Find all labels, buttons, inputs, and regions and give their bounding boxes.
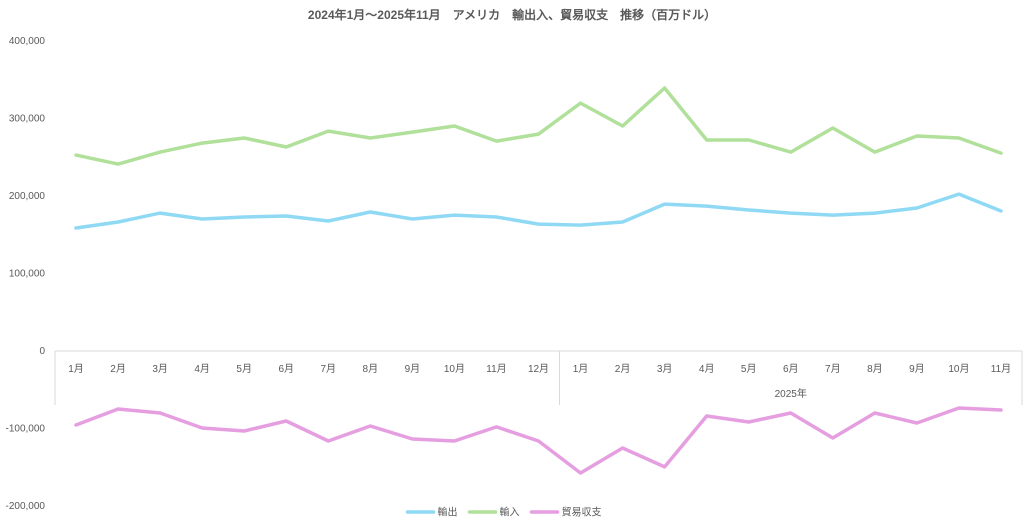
legend-item-1[interactable]: 輸入 xyxy=(467,506,520,519)
legend-label: 輸入 xyxy=(500,506,520,519)
x-tick-label: 4月 xyxy=(699,363,715,375)
series-line-1 xyxy=(74,86,1003,166)
x-tick-label: 7月 xyxy=(321,363,337,375)
y-tick-label: 200,000 xyxy=(9,191,46,202)
legend: 輸出 輸入 貿易収支 xyxy=(405,506,602,519)
y-tick-label: 100,000 xyxy=(9,269,46,280)
x-tick-label: 5月 xyxy=(236,363,252,375)
x-tick-label: 1月 xyxy=(68,363,84,375)
x-tick-label: 5月 xyxy=(741,363,757,375)
series-line-0 xyxy=(74,192,1003,230)
x-tick-label: 11月 xyxy=(486,363,506,375)
y-tick-label: -200,000 xyxy=(6,501,46,512)
x-tick-label: 12月 xyxy=(528,363,549,375)
x-tick-label: 8月 xyxy=(363,363,379,375)
series-line-2 xyxy=(74,406,1003,475)
x-tick-label: 3月 xyxy=(657,363,673,375)
category-band xyxy=(55,351,1022,405)
x-tick-label: 9月 xyxy=(909,363,925,375)
legend-label: 輸出 xyxy=(438,506,458,519)
x-tick-label: 7月 xyxy=(825,363,841,375)
chart-title: 2024年1月～2025年11月 アメリカ 輸出入、貿易収支 推移（百万ドル） xyxy=(308,7,716,22)
y-tick-label: 400,000 xyxy=(9,36,46,47)
x-group-label: 2025年 xyxy=(775,387,807,400)
x-tick-label: 8月 xyxy=(867,363,883,375)
x-tick-label: 6月 xyxy=(278,363,294,375)
x-tick-label: 3月 xyxy=(152,363,168,375)
x-axis: 1月 2月 3月 4月 5月 6月 7月 8月 9月 10月 11月 12月 1月 2月 3月 4月 5月 6月 7… xyxy=(54,350,1023,405)
y-tick-label: 0 xyxy=(39,346,45,357)
x-tick-label: 6月 xyxy=(783,363,799,375)
legend-item-2[interactable]: 貿易収支 xyxy=(529,507,602,519)
x-tick-label: 10月 xyxy=(948,363,969,375)
x-tick-label: 4月 xyxy=(194,363,210,375)
x-tick-label: 2月 xyxy=(110,363,126,375)
x-tick-label: 10月 xyxy=(444,363,465,375)
y-tick-label: 300,000 xyxy=(9,114,46,125)
legend-label: 貿易収支 xyxy=(562,507,602,519)
y-axis: 400,000 300,000 200,000 100,000 0 -100,000 -20… xyxy=(6,36,46,512)
x-tick-label: 2月 xyxy=(615,363,631,375)
x-tick-label: 11月 xyxy=(991,363,1011,375)
x-tick-label: 9月 xyxy=(405,363,421,375)
x-tick-label: 1月 xyxy=(573,363,589,375)
series-layer xyxy=(74,86,1003,475)
legend-item-0[interactable]: 輸出 xyxy=(405,506,458,519)
y-tick-label: -100,000 xyxy=(6,424,46,435)
